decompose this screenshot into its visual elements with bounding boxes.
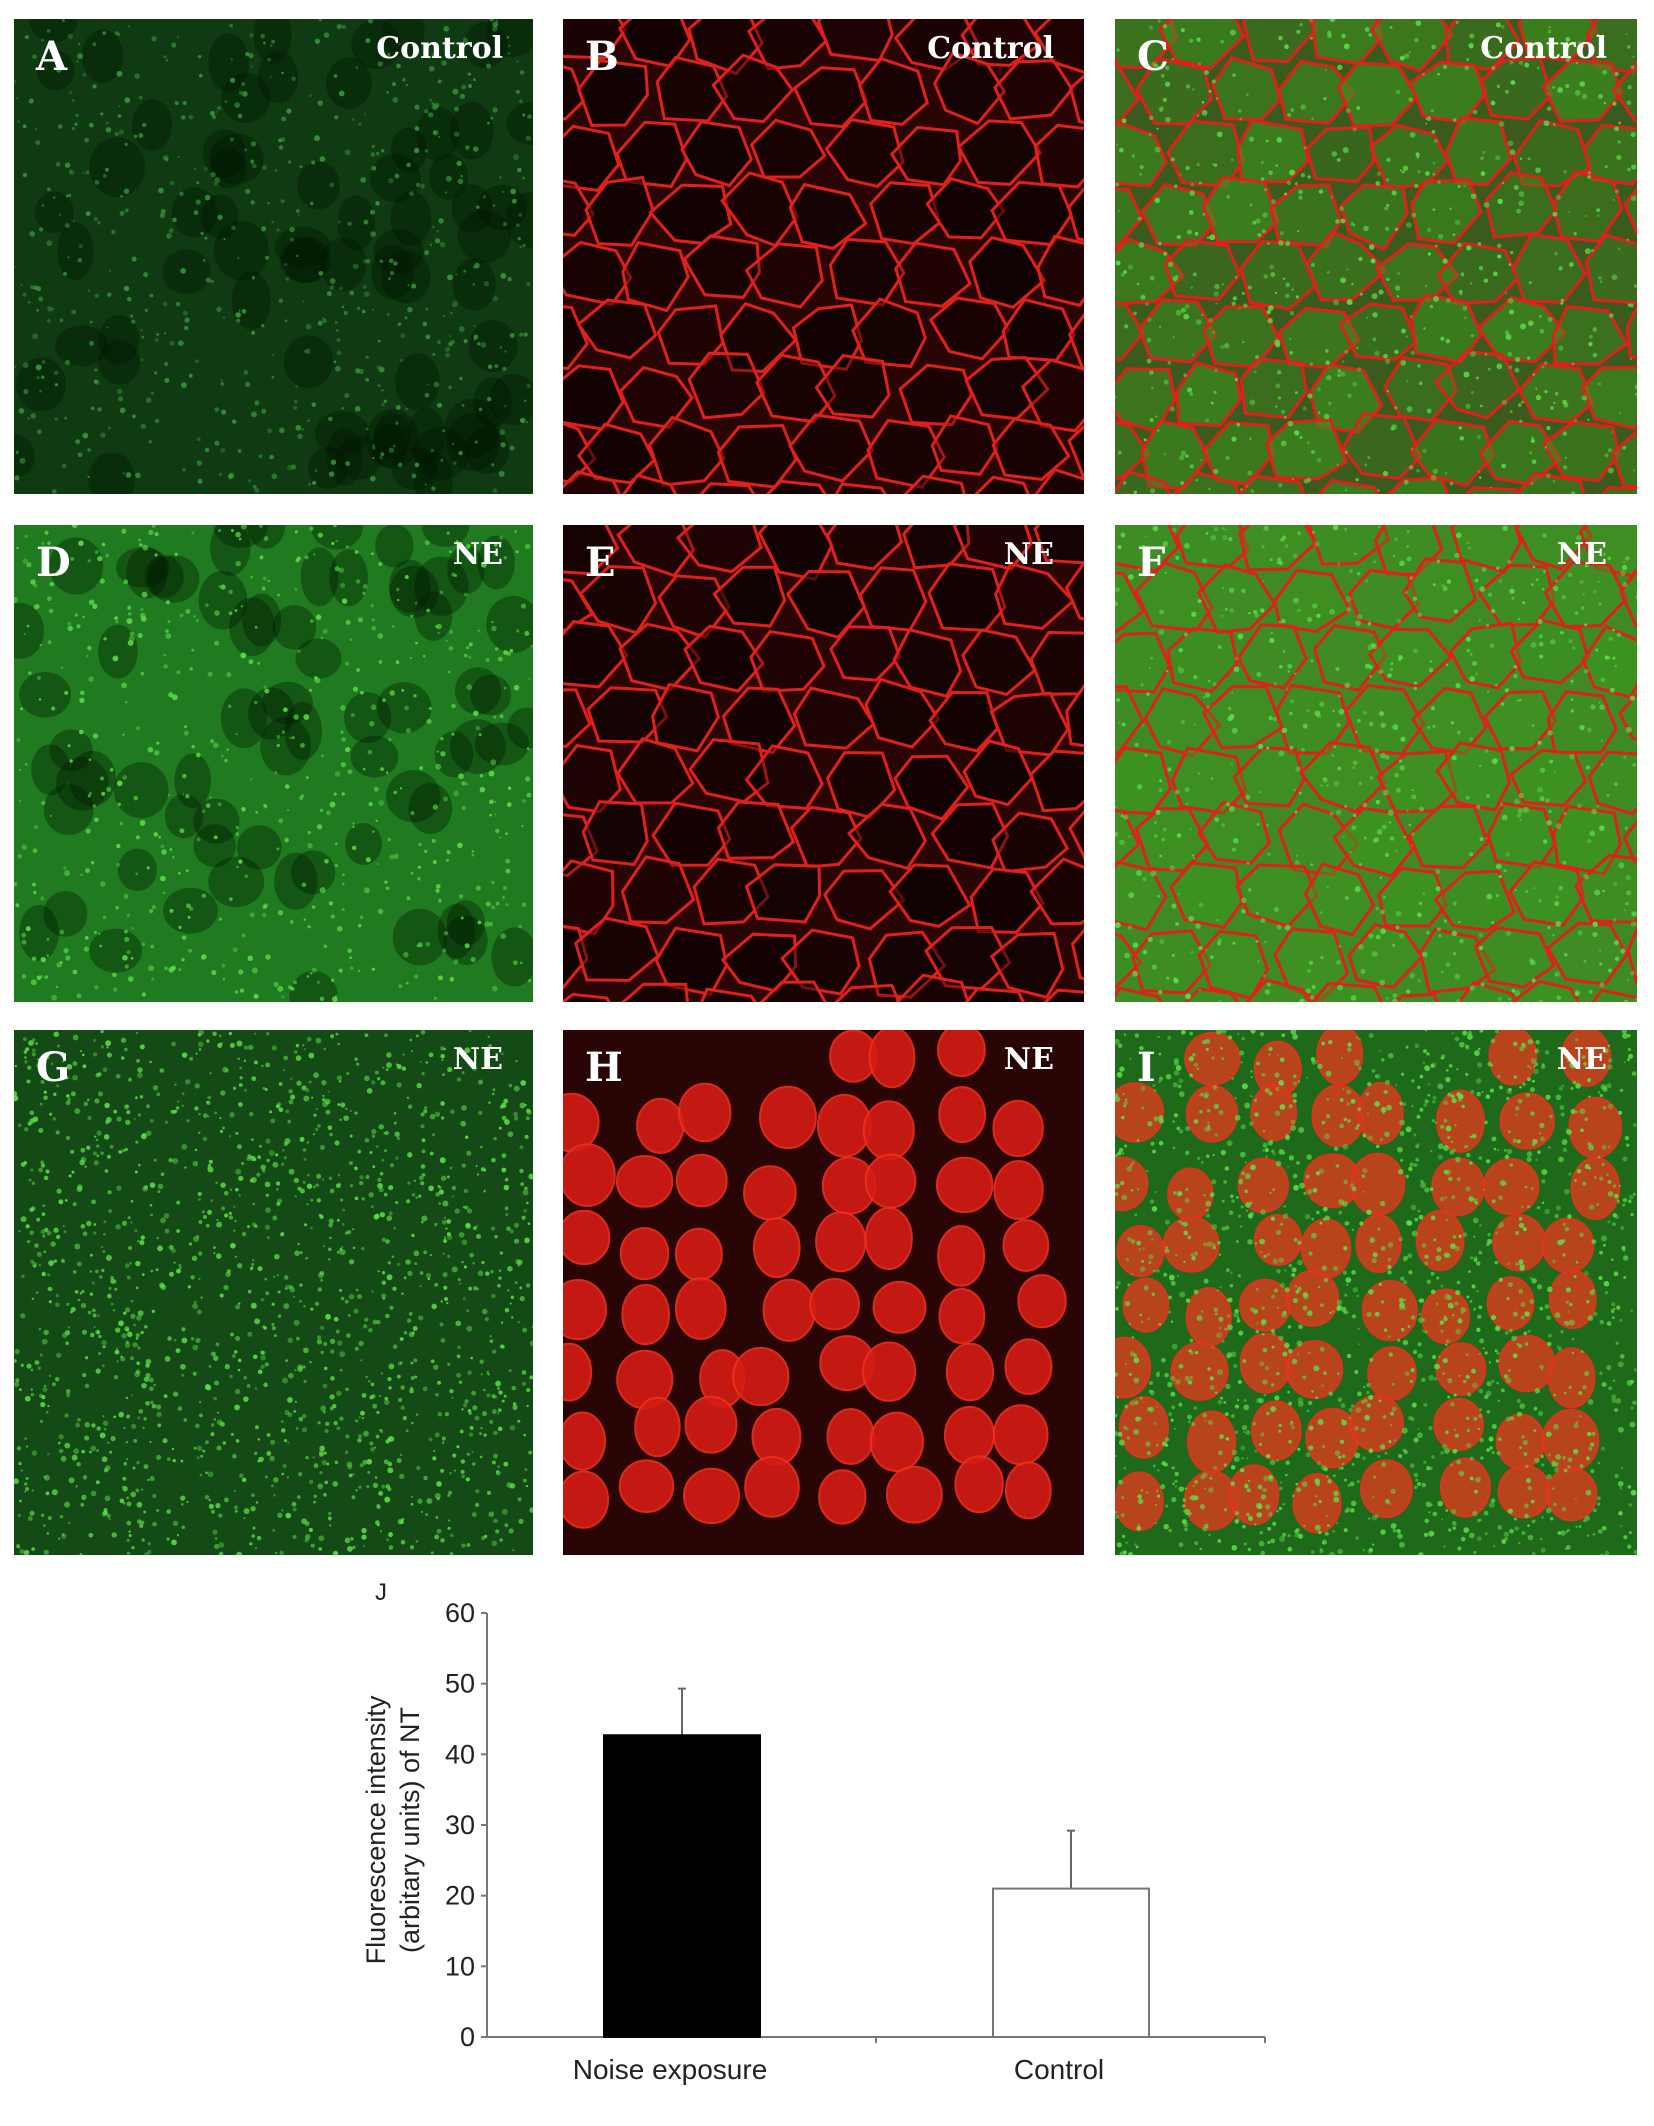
y-tick-label: 50 [445,1669,475,1699]
y-tick-label: 10 [445,1951,475,1981]
panel-letter: F [1137,539,1166,586]
x-category-label: Control [1014,2054,1104,2085]
micrograph-panel-g: G NE [14,1030,533,1555]
panel-letter: B [585,33,619,80]
y-tick-label: 40 [445,1739,475,1769]
micrograph-panel-d: D NE [14,525,533,1002]
micrograph-panel-i: I NE [1115,1030,1637,1555]
panel-label-j: J [375,1579,387,1606]
y-tick-label: 60 [445,1598,475,1628]
condition-label: NE [1003,537,1054,572]
condition-label: NE [452,537,503,572]
condition-label: NE [1556,537,1607,572]
micrograph-image [563,525,1084,1002]
bar-control [992,1887,1150,2038]
y-tick-label: 20 [445,1881,475,1911]
y-axis-label-line1: Fluorescence intensity [361,1695,391,1964]
micrograph-image [1115,1030,1637,1555]
micrograph-panel-f: F NE [1115,525,1637,1002]
condition-label: NE [1003,1042,1054,1077]
condition-label: Control [927,31,1054,66]
panel-letter: I [1137,1044,1156,1091]
micrograph-image [1115,525,1637,1002]
micrograph-image [1115,19,1637,494]
panel-letter: H [585,1044,623,1091]
y-tick-label: 0 [460,2022,475,2052]
micrograph-image [563,1030,1084,1555]
bar-noise-exposure [603,1734,761,2038]
micrograph-panel-c: C Control [1115,19,1637,494]
micrograph-image [14,19,533,494]
micrograph-panel-a: A Control [14,19,533,494]
condition-label: Control [1480,31,1607,66]
panel-letter: A [36,33,68,80]
condition-label: NE [452,1042,503,1077]
micrograph-image [14,525,533,1002]
condition-label: NE [1556,1042,1607,1077]
y-tick-label: 30 [445,1810,475,1840]
micrograph-panel-e: E NE [563,525,1084,1002]
panel-letter: D [36,539,71,586]
micrograph-panel-b: B Control [563,19,1084,494]
x-category-label: Noise exposure [573,2054,768,2085]
micrograph-image [14,1030,533,1555]
condition-label: Control [376,31,503,66]
y-axis-label: Fluorescence intensity (arbitary units) … [361,1695,425,1964]
panel-letter: C [1137,33,1169,80]
y-axis-label-line2: (arbitary units) of NT [395,1707,425,1953]
panel-letter: G [36,1044,71,1091]
panel-letter: E [585,539,616,586]
micrograph-panel-h: H NE [563,1030,1084,1555]
micrograph-image [563,19,1084,494]
